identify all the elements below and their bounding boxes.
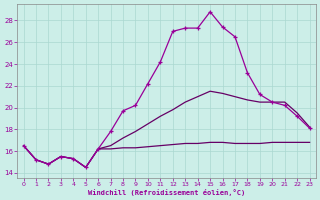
- X-axis label: Windchill (Refroidissement éolien,°C): Windchill (Refroidissement éolien,°C): [88, 189, 245, 196]
